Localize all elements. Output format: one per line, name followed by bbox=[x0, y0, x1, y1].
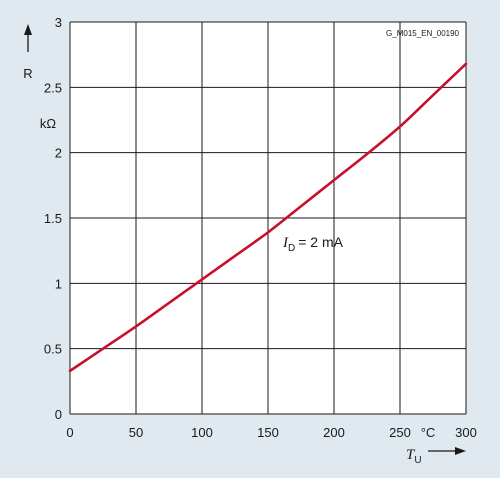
y-tick-label: 0 bbox=[55, 407, 62, 422]
x-tick-label: 100 bbox=[191, 425, 213, 440]
y-tick-label: 2 bbox=[55, 146, 62, 161]
y-tick-label: 2.5 bbox=[44, 80, 62, 95]
x-axis-unit: °C bbox=[421, 425, 436, 440]
x-tick-label: 50 bbox=[129, 425, 143, 440]
x-tick-labels: 0 50 100 150 200 250 300 bbox=[66, 425, 476, 440]
x-tick-label: 250 bbox=[389, 425, 411, 440]
x-tick-label: 150 bbox=[257, 425, 279, 440]
curves bbox=[68, 62, 468, 373]
grid bbox=[69, 21, 467, 415]
y-tick-labels: 0 0.5 1 1.5 2 2.5 3 bbox=[44, 15, 62, 422]
figure-code: G_M015_EN_00190 bbox=[386, 29, 459, 38]
x-axis-label: TU bbox=[406, 447, 422, 466]
x-axis-symbol: T bbox=[406, 447, 416, 463]
x-tick-label: 0 bbox=[66, 425, 73, 440]
y-axis-label: R bbox=[23, 66, 32, 81]
annotation-text: = 2 mA bbox=[298, 234, 343, 250]
y-tick-label: 0.5 bbox=[44, 342, 62, 357]
y-tick-label: 1.5 bbox=[44, 211, 62, 226]
x-tick-label: 300 bbox=[455, 425, 477, 440]
y-tick-label: 1 bbox=[55, 276, 62, 291]
x-tick-label: 200 bbox=[323, 425, 345, 440]
x-axis-subscript: U bbox=[414, 455, 421, 466]
curve-annotation: ID = 2 mA bbox=[282, 234, 344, 254]
y-axis-arrow bbox=[24, 24, 32, 52]
x-axis-arrow bbox=[428, 447, 466, 455]
annotation-subscript: D bbox=[288, 243, 295, 254]
y-axis-unit: kΩ bbox=[40, 116, 57, 131]
y-tick-label: 3 bbox=[55, 15, 62, 30]
annotation-symbol: I bbox=[282, 235, 289, 251]
series-line bbox=[68, 62, 468, 373]
